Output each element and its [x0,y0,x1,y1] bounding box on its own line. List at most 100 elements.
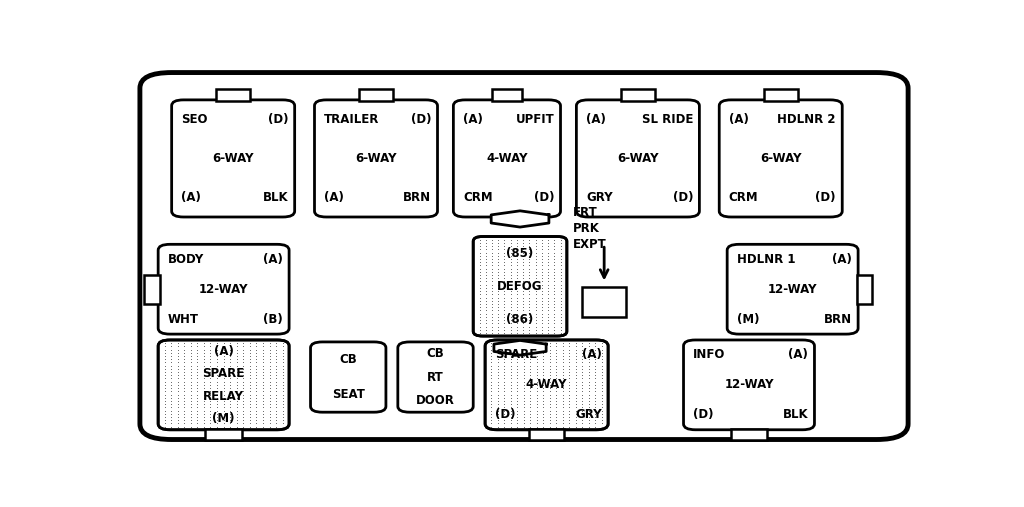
Point [497,261,513,269]
Point [483,245,500,254]
Point [189,374,206,382]
Point [503,368,519,376]
Point [182,413,199,421]
Point [236,365,252,373]
Point [546,329,562,337]
Point [561,413,578,421]
Point [261,407,278,415]
Point [471,329,487,337]
Point [268,413,285,421]
Point [268,416,285,424]
Point [515,322,531,331]
Point [176,349,193,357]
Point [157,381,173,389]
Point [169,400,185,408]
Point [521,268,538,276]
Point [157,403,173,411]
Point [477,239,494,247]
Point [516,410,532,418]
Point [236,410,252,418]
Point [503,268,519,276]
Point [163,410,179,418]
Point [527,319,544,328]
Point [236,390,252,399]
Text: BODY: BODY [168,253,204,266]
Point [497,358,513,367]
Text: (A): (A) [463,113,482,126]
Point [228,393,245,402]
Point [182,393,199,402]
Point [503,236,519,244]
Point [169,361,185,370]
Point [209,365,225,373]
Point [552,271,568,279]
Point [489,342,506,350]
Point [215,371,231,379]
Point [546,261,562,269]
Point [581,365,597,373]
FancyBboxPatch shape [143,275,160,304]
Point [228,368,245,376]
Point [542,397,558,405]
Point [163,387,179,395]
Point [561,387,578,395]
Point [509,310,525,318]
Point [536,390,552,399]
Point [534,271,550,279]
Point [540,310,556,318]
Point [548,422,564,430]
Point [483,325,500,334]
Point [509,271,525,279]
Point [157,384,173,392]
Point [503,349,519,357]
Point [228,384,245,392]
Point [548,413,564,421]
Point [471,303,487,311]
Point [574,349,591,357]
Point [157,361,173,370]
Point [587,387,603,395]
Point [477,242,494,250]
Point [497,342,513,350]
Point [542,368,558,376]
Point [503,410,519,418]
Point [540,271,556,279]
Point [536,384,552,392]
Point [555,410,571,418]
Point [587,339,603,347]
Point [509,345,525,353]
Point [509,284,525,292]
Point [521,300,538,308]
FancyBboxPatch shape [172,100,295,217]
Point [497,255,513,263]
Point [490,277,507,285]
Point [534,265,550,273]
Point [528,410,545,418]
Point [546,265,562,273]
Point [215,361,231,370]
Point [182,339,199,347]
Point [587,384,603,392]
Point [546,284,562,292]
Point [561,371,578,379]
Point [215,400,231,408]
Point [215,374,231,382]
Point [552,239,568,247]
Point [546,287,562,295]
Point [503,390,519,399]
Point [527,274,544,282]
Point [169,403,185,411]
Point [163,422,179,430]
Point [594,361,610,370]
Point [255,419,271,427]
Point [497,345,513,353]
Point [489,403,506,411]
Point [203,374,219,382]
Point [497,371,513,379]
Point [209,413,225,421]
Point [268,393,285,402]
Point [163,381,179,389]
Point [483,400,500,408]
Point [483,329,500,337]
Point [228,403,245,411]
